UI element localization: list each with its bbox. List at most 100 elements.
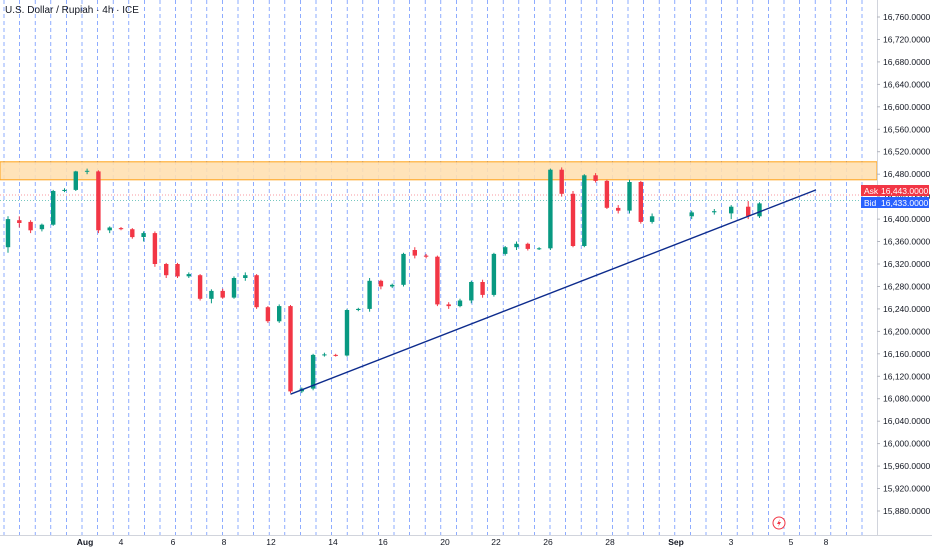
candle-body bbox=[480, 282, 485, 295]
candle bbox=[231, 276, 237, 299]
x-tick-label: 14 bbox=[328, 537, 338, 547]
candle-body bbox=[141, 233, 146, 237]
candle bbox=[548, 168, 553, 250]
candle-body bbox=[536, 248, 542, 250]
y-tick-label: 16,360.0000 bbox=[883, 237, 931, 247]
candle bbox=[277, 304, 282, 323]
candle-body bbox=[423, 255, 429, 257]
y-tick-label: 16,320.0000 bbox=[883, 259, 931, 269]
candle-body bbox=[118, 228, 124, 230]
y-tick-label: 16,680.0000 bbox=[883, 57, 931, 67]
candle bbox=[525, 242, 530, 251]
symbol-title: U.S. Dollar / Rupiah · 4h · ICE bbox=[5, 5, 139, 16]
candle-body bbox=[175, 264, 180, 277]
bid-tag-value-bg bbox=[879, 197, 929, 208]
candle bbox=[378, 279, 384, 290]
candle bbox=[322, 352, 327, 357]
candle-body bbox=[28, 221, 33, 231]
y-tick-label: 16,480.0000 bbox=[883, 169, 931, 179]
candle-body bbox=[220, 290, 225, 298]
candle bbox=[175, 262, 180, 278]
candle-body bbox=[390, 284, 395, 287]
candle bbox=[310, 353, 316, 391]
price-axis[interactable]: 16,760.0000 16,720.0000 16,680.0000 16,640.… bbox=[877, 12, 931, 516]
candle-body bbox=[649, 216, 655, 222]
x-tick-label: 28 bbox=[605, 537, 615, 547]
candle bbox=[107, 226, 112, 234]
candle-body bbox=[559, 169, 564, 194]
candle bbox=[469, 280, 474, 304]
candle bbox=[491, 252, 497, 297]
y-tick-label: 15,920.0000 bbox=[883, 484, 931, 494]
candle-body bbox=[638, 182, 643, 222]
candle-body bbox=[514, 243, 519, 248]
x-tick-label: 8 bbox=[222, 537, 227, 547]
y-tick-label: 16,040.0000 bbox=[883, 416, 931, 426]
candle bbox=[423, 253, 429, 259]
candle-body bbox=[288, 306, 293, 392]
price-tags: Ask 16,443.0000 Bid 16,433.0000 bbox=[861, 185, 929, 208]
candle-body bbox=[73, 171, 78, 190]
candle bbox=[288, 305, 293, 394]
candle-body bbox=[729, 206, 734, 214]
candle-body bbox=[107, 227, 112, 231]
candle-body bbox=[604, 180, 610, 208]
candle-body bbox=[525, 243, 530, 249]
candle-body bbox=[231, 278, 237, 298]
candle bbox=[265, 306, 271, 323]
candle bbox=[712, 209, 717, 215]
time-axis[interactable]: Aug 4 6 8 12 14 16 20 22 26 28 Sep 3 5 8 bbox=[77, 537, 829, 547]
candle-body bbox=[243, 275, 248, 278]
candle bbox=[186, 272, 191, 278]
candle bbox=[627, 179, 632, 214]
resistance-zone bbox=[0, 161, 878, 181]
candle bbox=[197, 274, 203, 301]
ask-tag-value-bg bbox=[879, 185, 929, 196]
candle bbox=[51, 189, 56, 226]
candle bbox=[96, 170, 101, 234]
candle-body bbox=[457, 300, 463, 307]
lightning-icon[interactable] bbox=[772, 516, 786, 530]
y-tick-label: 16,520.0000 bbox=[883, 147, 931, 157]
candle bbox=[17, 216, 22, 228]
candle-body bbox=[310, 354, 316, 389]
candle bbox=[435, 255, 440, 307]
candle bbox=[390, 283, 395, 289]
candle bbox=[536, 247, 542, 250]
candle-body bbox=[503, 247, 508, 254]
y-tick-label: 16,120.0000 bbox=[883, 371, 931, 381]
y-tick-label: 16,000.0000 bbox=[883, 439, 931, 449]
candle-body bbox=[164, 264, 169, 276]
candle-body bbox=[333, 354, 338, 356]
x-tick-label: 12 bbox=[266, 537, 276, 547]
candle bbox=[570, 191, 576, 248]
candle-body bbox=[209, 290, 214, 299]
candle-body bbox=[62, 189, 67, 191]
y-tick-label: 16,280.0000 bbox=[883, 282, 931, 292]
bid-tag-value: 16,433.0000 bbox=[881, 198, 929, 208]
candle bbox=[28, 220, 33, 234]
candle bbox=[604, 179, 610, 209]
candle-layer bbox=[5, 167, 762, 394]
y-tick-label: 16,760.0000 bbox=[883, 12, 931, 22]
candle-body bbox=[17, 220, 22, 223]
candle bbox=[243, 272, 248, 281]
candle-body bbox=[412, 250, 417, 256]
candle bbox=[254, 274, 259, 309]
bid-tag-label-bg bbox=[861, 197, 879, 208]
candle bbox=[84, 168, 90, 175]
candle bbox=[559, 167, 564, 197]
candle bbox=[5, 216, 11, 253]
candle bbox=[757, 202, 762, 218]
candle-body bbox=[152, 233, 158, 264]
candle bbox=[118, 227, 124, 231]
x-tick-label: Sep bbox=[668, 537, 684, 547]
candle bbox=[333, 353, 338, 357]
candle bbox=[344, 308, 350, 357]
x-tick-label: 8 bbox=[824, 537, 829, 547]
zone-layer bbox=[0, 161, 878, 201]
trendline[interactable] bbox=[290, 189, 817, 395]
candle bbox=[480, 279, 485, 298]
